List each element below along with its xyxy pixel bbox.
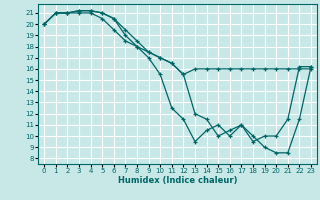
X-axis label: Humidex (Indice chaleur): Humidex (Indice chaleur) [118,176,237,185]
